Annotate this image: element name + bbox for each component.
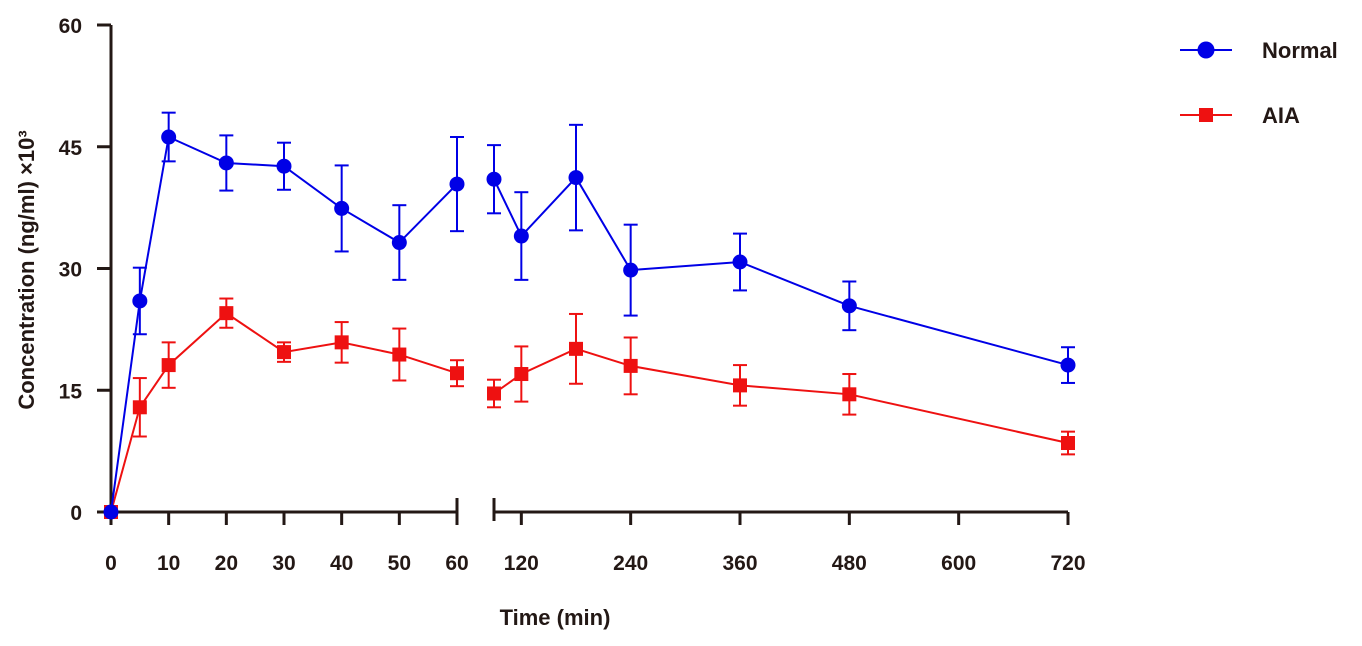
x-tick-label: 0 bbox=[105, 552, 117, 575]
data-point bbox=[132, 293, 148, 309]
series-line-aia bbox=[493, 347, 1069, 444]
x-axis-title: Time (min) bbox=[500, 605, 611, 630]
data-point bbox=[103, 504, 119, 520]
data-point bbox=[334, 335, 349, 350]
y-tick-label: 45 bbox=[59, 137, 83, 160]
legend-label: AIA bbox=[1262, 103, 1300, 128]
data-point bbox=[569, 341, 583, 356]
data-point bbox=[623, 262, 639, 278]
data-point bbox=[132, 400, 147, 415]
data-point bbox=[487, 386, 501, 401]
legend-item-aia: AIA bbox=[1180, 103, 1300, 128]
series-aia bbox=[104, 297, 1075, 519]
chart-legend: Normal AIA bbox=[1180, 38, 1338, 128]
data-point bbox=[161, 129, 177, 145]
data-point bbox=[276, 158, 292, 174]
data-point bbox=[392, 347, 407, 362]
y-tick-label: 0 bbox=[70, 502, 82, 525]
legend-marker bbox=[1199, 108, 1213, 122]
data-point bbox=[733, 378, 747, 393]
data-point bbox=[486, 171, 502, 187]
legend-label: Normal bbox=[1262, 38, 1338, 63]
x-tick-label: 360 bbox=[722, 552, 757, 575]
data-point bbox=[277, 345, 291, 360]
x-tick-label: 720 bbox=[1050, 552, 1085, 575]
y-tick-label: 30 bbox=[59, 259, 82, 282]
data-point bbox=[842, 387, 857, 402]
data-point bbox=[841, 298, 857, 314]
x-tick-label: 20 bbox=[215, 552, 238, 575]
x-tick-label: 60 bbox=[445, 552, 468, 575]
x-tick-label: 40 bbox=[330, 552, 353, 575]
data-point bbox=[219, 306, 234, 321]
x-tick-label: 240 bbox=[613, 552, 648, 575]
legend-item-normal: Normal bbox=[1180, 38, 1338, 63]
series-line-normal bbox=[493, 175, 1069, 367]
data-point bbox=[391, 235, 407, 251]
data-point bbox=[732, 254, 748, 270]
data-point bbox=[1061, 436, 1075, 451]
data-point bbox=[334, 200, 350, 216]
x-tick-label: 50 bbox=[388, 552, 411, 575]
y-tick-label: 15 bbox=[59, 380, 83, 403]
data-point bbox=[161, 358, 176, 373]
data-point bbox=[218, 155, 234, 171]
x-tick-label: 30 bbox=[272, 552, 295, 575]
chart-series bbox=[103, 111, 1076, 520]
data-point bbox=[513, 228, 529, 244]
data-point bbox=[1060, 357, 1076, 373]
series-normal bbox=[103, 111, 1076, 520]
data-point bbox=[514, 367, 529, 382]
x-tick-label: 10 bbox=[157, 552, 180, 575]
data-point bbox=[623, 358, 638, 373]
series-line-aia bbox=[110, 311, 458, 513]
series-line-normal bbox=[110, 135, 458, 513]
x-tick-label: 600 bbox=[941, 552, 976, 575]
data-point bbox=[568, 170, 584, 186]
y-axis-title: Concentration (ng/ml) ×10³ bbox=[14, 130, 39, 409]
y-tick-label: 60 bbox=[59, 15, 82, 38]
legend-marker bbox=[1197, 41, 1215, 59]
x-tick-label: 480 bbox=[832, 552, 867, 575]
data-point bbox=[450, 366, 464, 381]
x-tick-label: 120 bbox=[504, 552, 539, 575]
data-point bbox=[449, 176, 465, 192]
